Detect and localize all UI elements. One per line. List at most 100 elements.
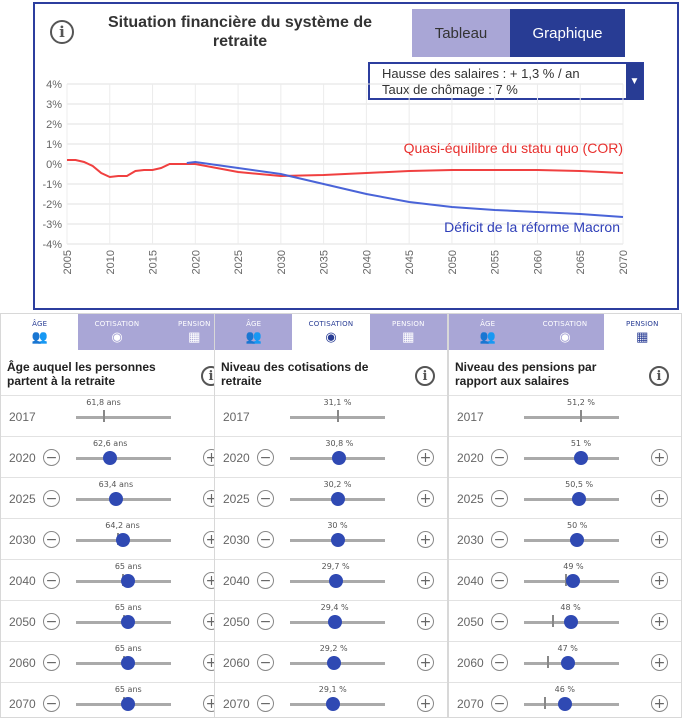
y-tick-label: 4%: [46, 79, 62, 91]
slider-handle[interactable]: [121, 615, 136, 629]
decrease-button[interactable]: −: [257, 490, 274, 507]
slider-track[interactable]: [76, 457, 171, 460]
x-tick-label: 2020: [190, 250, 202, 274]
slider-handle[interactable]: [570, 533, 585, 547]
tab-age[interactable]: ÂGE 👥: [449, 314, 527, 350]
calculator-icon: ▦: [188, 329, 201, 344]
slider-track[interactable]: [76, 498, 171, 501]
increase-button[interactable]: +: [651, 572, 668, 589]
tab-pension[interactable]: PENSION ▦: [603, 314, 681, 350]
decrease-button[interactable]: −: [257, 654, 274, 671]
graphique-button[interactable]: Graphique: [510, 9, 625, 57]
increase-button[interactable]: +: [651, 613, 668, 630]
info-icon[interactable]: i: [50, 20, 74, 44]
increase-button[interactable]: +: [651, 490, 668, 507]
slider-value: 29,7 %: [321, 562, 350, 571]
slider-handle[interactable]: [121, 697, 136, 711]
increase-button[interactable]: +: [417, 531, 434, 548]
tab-age[interactable]: ÂGE 👥: [215, 314, 293, 350]
y-tick-label: 1%: [46, 139, 62, 151]
slider-track[interactable]: [524, 457, 619, 460]
decrease-button[interactable]: −: [257, 695, 274, 712]
slider-track[interactable]: [524, 498, 619, 501]
coins-icon: ◉: [325, 329, 337, 344]
slider-value: 64,2 ans: [105, 521, 140, 530]
decrease-button[interactable]: −: [43, 449, 60, 466]
panel-tabs: ÂGE 👥 COTISATION ◉ PENSION ▦: [215, 314, 447, 350]
tab-age[interactable]: ÂGE 👥: [1, 314, 79, 350]
slider-handle[interactable]: [563, 615, 578, 629]
decrease-button[interactable]: −: [491, 572, 508, 589]
decrease-button[interactable]: −: [43, 490, 60, 507]
slider-value: 51 %: [570, 439, 592, 448]
slider-handle[interactable]: [330, 533, 345, 547]
chevron-down-icon[interactable]: ▼: [626, 63, 643, 100]
increase-button[interactable]: +: [417, 572, 434, 589]
slider-value: 30 %: [327, 521, 348, 530]
slider-handle[interactable]: [560, 656, 575, 670]
tab-cotisation[interactable]: COTISATION ◉: [78, 314, 156, 350]
slider-handle[interactable]: [327, 615, 342, 629]
info-icon[interactable]: i: [415, 366, 435, 386]
slider-handle[interactable]: [115, 533, 130, 547]
decrease-button[interactable]: −: [43, 613, 60, 630]
increase-button[interactable]: +: [651, 449, 668, 466]
calculator-icon: ▦: [636, 329, 649, 344]
slider-handle[interactable]: [557, 697, 572, 711]
info-icon[interactable]: i: [649, 366, 669, 386]
slider-handle[interactable]: [328, 574, 343, 588]
tab-cotisation[interactable]: COTISATION ◉: [292, 314, 370, 350]
slider-row: 2025 63,4 ans − +: [1, 477, 233, 518]
row-year: 2040: [223, 574, 250, 588]
slider-row: 2060 47 % − +: [449, 641, 681, 682]
slider-handle[interactable]: [332, 451, 347, 465]
x-tick-label: 2025: [233, 250, 245, 274]
slider-handle[interactable]: [566, 574, 581, 588]
x-tick-label: 2050: [447, 250, 459, 274]
tableau-button[interactable]: Tableau: [412, 9, 510, 57]
decrease-button[interactable]: −: [491, 490, 508, 507]
slider-handle[interactable]: [121, 656, 136, 670]
decrease-button[interactable]: −: [257, 572, 274, 589]
slider-row: 2020 62,6 ans − +: [1, 436, 233, 477]
slider-handle[interactable]: [572, 492, 587, 506]
slider-handle[interactable]: [325, 697, 340, 711]
people-icon: 👥: [31, 329, 48, 344]
tab-pension[interactable]: PENSION ▦: [369, 314, 447, 350]
decrease-button[interactable]: −: [43, 654, 60, 671]
increase-button[interactable]: +: [651, 695, 668, 712]
decrease-button[interactable]: −: [43, 572, 60, 589]
increase-button[interactable]: +: [417, 695, 434, 712]
decrease-button[interactable]: −: [43, 531, 60, 548]
slider-handle[interactable]: [121, 574, 136, 588]
y-tick-label: -4%: [42, 239, 62, 251]
hypothesis-select[interactable]: Hausse des salaires : + 1,3 % / an Taux …: [368, 62, 644, 100]
people-icon: 👥: [245, 329, 262, 344]
decrease-button[interactable]: −: [491, 531, 508, 548]
increase-button[interactable]: +: [651, 531, 668, 548]
slider-handle[interactable]: [103, 451, 118, 465]
row-year: 2030: [457, 533, 484, 547]
page-title: Situation financière du système de retra…: [107, 14, 373, 50]
decrease-button[interactable]: −: [491, 449, 508, 466]
slider-handle[interactable]: [330, 492, 345, 506]
row-year: 2020: [223, 451, 250, 465]
increase-button[interactable]: +: [417, 654, 434, 671]
slider-handle[interactable]: [574, 451, 588, 465]
x-tick-label: 2010: [105, 250, 117, 274]
decrease-button[interactable]: −: [257, 449, 274, 466]
decrease-button[interactable]: −: [491, 613, 508, 630]
increase-button[interactable]: +: [417, 490, 434, 507]
increase-button[interactable]: +: [651, 654, 668, 671]
decrease-button[interactable]: −: [491, 695, 508, 712]
increase-button[interactable]: +: [417, 613, 434, 630]
slider-handle[interactable]: [326, 656, 341, 670]
decrease-button[interactable]: −: [257, 613, 274, 630]
slider-handle[interactable]: [108, 492, 123, 506]
increase-button[interactable]: +: [417, 449, 434, 466]
x-tick-label: 2005: [62, 250, 74, 274]
tab-cotisation[interactable]: COTISATION ◉: [526, 314, 604, 350]
decrease-button[interactable]: −: [257, 531, 274, 548]
decrease-button[interactable]: −: [43, 695, 60, 712]
decrease-button[interactable]: −: [491, 654, 508, 671]
